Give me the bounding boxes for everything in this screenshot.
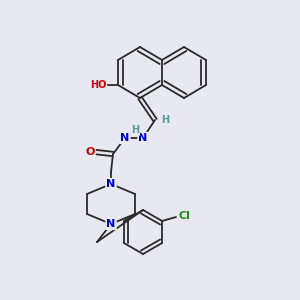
Text: N: N — [138, 133, 148, 143]
Text: N: N — [106, 179, 116, 189]
Text: Cl: Cl — [178, 211, 190, 221]
Text: H: H — [161, 115, 169, 125]
Text: N: N — [120, 133, 130, 143]
Text: N: N — [106, 219, 116, 229]
Text: H: H — [131, 125, 139, 135]
Text: HO: HO — [90, 80, 106, 90]
Text: O: O — [85, 147, 95, 157]
